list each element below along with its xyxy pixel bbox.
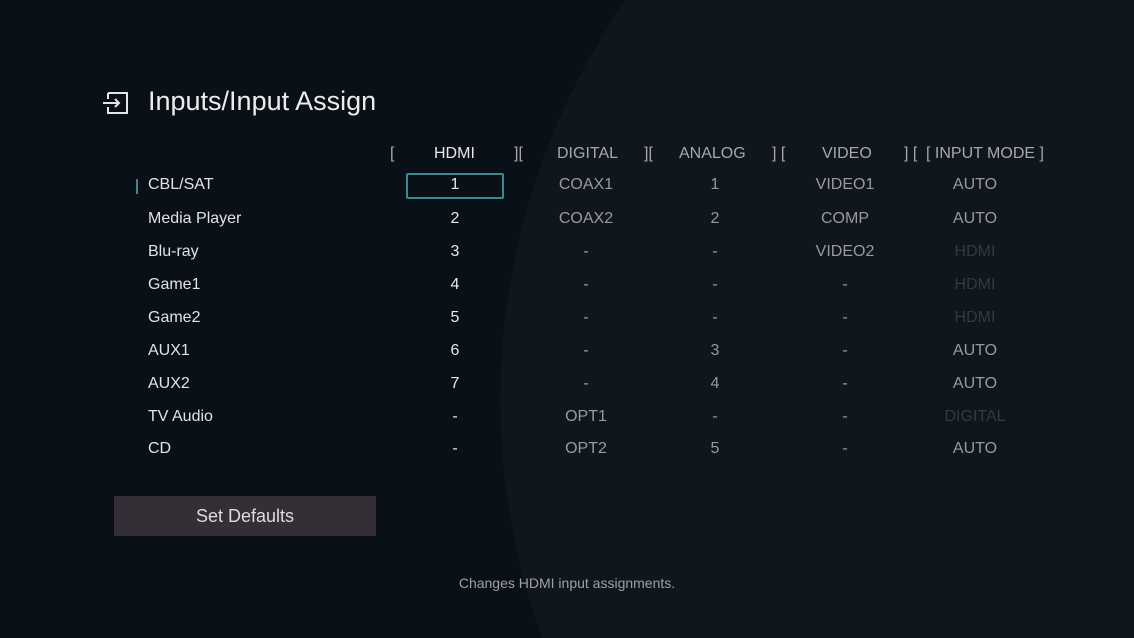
table-row[interactable]: CD - OPT2 5 - AUTO bbox=[0, 440, 1134, 473]
cell-mode[interactable]: AUTO bbox=[952, 342, 998, 359]
table-row[interactable]: Blu-ray 3 - - VIDEO2 HDMI bbox=[0, 243, 1134, 276]
cell-hdmi[interactable]: 6 bbox=[450, 342, 460, 359]
cell-hdmi[interactable]: 1 bbox=[450, 176, 460, 193]
cell-video[interactable]: - bbox=[842, 276, 848, 293]
cell-hdmi[interactable]: 3 bbox=[450, 243, 460, 260]
cell-hdmi[interactable]: - bbox=[452, 408, 458, 425]
cell-video[interactable]: - bbox=[842, 408, 848, 425]
help-text: Changes HDMI input assignments. bbox=[458, 575, 676, 591]
input-source-label: TV Audio bbox=[148, 408, 213, 425]
input-source-label: CD bbox=[148, 440, 172, 457]
input-source-label: Media Player bbox=[148, 210, 242, 227]
column-header-digital: DIGITAL bbox=[557, 145, 619, 162]
bracket: ] [ bbox=[772, 145, 786, 162]
row-marker bbox=[136, 179, 138, 194]
table-row[interactable]: Game1 4 - - - HDMI bbox=[0, 276, 1134, 309]
cell-analog[interactable]: 3 bbox=[710, 342, 720, 359]
cell-analog[interactable]: 2 bbox=[710, 210, 720, 227]
cell-digital[interactable]: - bbox=[583, 342, 589, 359]
cell-mode[interactable]: AUTO bbox=[952, 375, 998, 392]
input-source-label: AUX2 bbox=[148, 375, 190, 392]
column-header-hdmi: HDMI bbox=[434, 145, 475, 162]
bracket: ][ bbox=[644, 145, 653, 162]
cell-hdmi[interactable]: - bbox=[452, 440, 458, 457]
cell-video[interactable]: VIDEO1 bbox=[815, 176, 875, 193]
cell-digital[interactable]: OPT2 bbox=[565, 440, 607, 457]
cell-mode[interactable]: HDMI bbox=[954, 309, 996, 326]
table-row[interactable]: CBL/SAT 1 COAX1 1 VIDEO1 AUTO bbox=[0, 176, 1134, 209]
cell-mode[interactable]: DIGITAL bbox=[944, 408, 1006, 425]
cell-mode[interactable]: HDMI bbox=[954, 243, 996, 260]
cell-analog[interactable]: 5 bbox=[710, 440, 720, 457]
set-defaults-button[interactable]: Set Defaults bbox=[114, 496, 376, 536]
table-row[interactable]: TV Audio - OPT1 - - DIGITAL bbox=[0, 408, 1134, 441]
table-row[interactable]: AUX1 6 - 3 - AUTO bbox=[0, 342, 1134, 375]
cell-digital[interactable]: OPT1 bbox=[565, 408, 607, 425]
input-source-label: Blu-ray bbox=[148, 243, 199, 260]
cell-hdmi[interactable]: 4 bbox=[450, 276, 460, 293]
input-source-label: AUX1 bbox=[148, 342, 190, 359]
table-row[interactable]: Media Player 2 COAX2 2 COMP AUTO bbox=[0, 210, 1134, 243]
cell-analog[interactable]: - bbox=[712, 276, 718, 293]
selection-cursor bbox=[406, 173, 504, 199]
cell-video[interactable]: - bbox=[842, 309, 848, 326]
cell-analog[interactable]: - bbox=[712, 243, 718, 260]
cell-analog[interactable]: 1 bbox=[710, 176, 720, 193]
column-header-video: VIDEO bbox=[822, 145, 872, 162]
page-title: Inputs/Input Assign bbox=[148, 86, 377, 116]
cell-analog[interactable]: 4 bbox=[710, 375, 720, 392]
cell-digital[interactable]: - bbox=[583, 276, 589, 293]
cell-analog[interactable]: - bbox=[712, 408, 718, 425]
cell-digital[interactable]: COAX2 bbox=[558, 210, 614, 227]
cell-mode[interactable]: AUTO bbox=[952, 440, 998, 457]
cell-video[interactable]: - bbox=[842, 375, 848, 392]
cell-digital[interactable]: - bbox=[583, 243, 589, 260]
cell-digital[interactable]: - bbox=[583, 309, 589, 326]
cell-video[interactable]: VIDEO2 bbox=[815, 243, 875, 260]
cell-digital[interactable]: - bbox=[583, 375, 589, 392]
cell-mode[interactable]: HDMI bbox=[954, 276, 996, 293]
input-source-label: Game1 bbox=[148, 276, 201, 293]
bracket: [ bbox=[390, 145, 395, 162]
bracket: ] [ bbox=[904, 145, 918, 162]
cell-hdmi[interactable]: 7 bbox=[450, 375, 460, 392]
bracket: ][ bbox=[514, 145, 523, 162]
cell-hdmi[interactable]: 5 bbox=[450, 309, 460, 326]
table-row[interactable]: AUX2 7 - 4 - AUTO bbox=[0, 375, 1134, 408]
cell-mode[interactable]: AUTO bbox=[952, 176, 998, 193]
cell-digital[interactable]: COAX1 bbox=[558, 176, 614, 193]
cell-video[interactable]: - bbox=[842, 342, 848, 359]
cell-mode[interactable]: AUTO bbox=[952, 210, 998, 227]
cell-hdmi[interactable]: 2 bbox=[450, 210, 460, 227]
input-source-label: CBL/SAT bbox=[148, 176, 214, 193]
cell-video[interactable]: COMP bbox=[821, 210, 869, 227]
cell-analog[interactable]: - bbox=[712, 309, 718, 326]
column-header-analog: ANALOG bbox=[679, 145, 746, 162]
table-row[interactable]: Game2 5 - - - HDMI bbox=[0, 309, 1134, 342]
input-source-label: Game2 bbox=[148, 309, 201, 326]
input-icon bbox=[103, 92, 128, 114]
column-header-input-mode: [ INPUT MODE ] bbox=[926, 145, 1044, 162]
cell-video[interactable]: - bbox=[842, 440, 848, 457]
